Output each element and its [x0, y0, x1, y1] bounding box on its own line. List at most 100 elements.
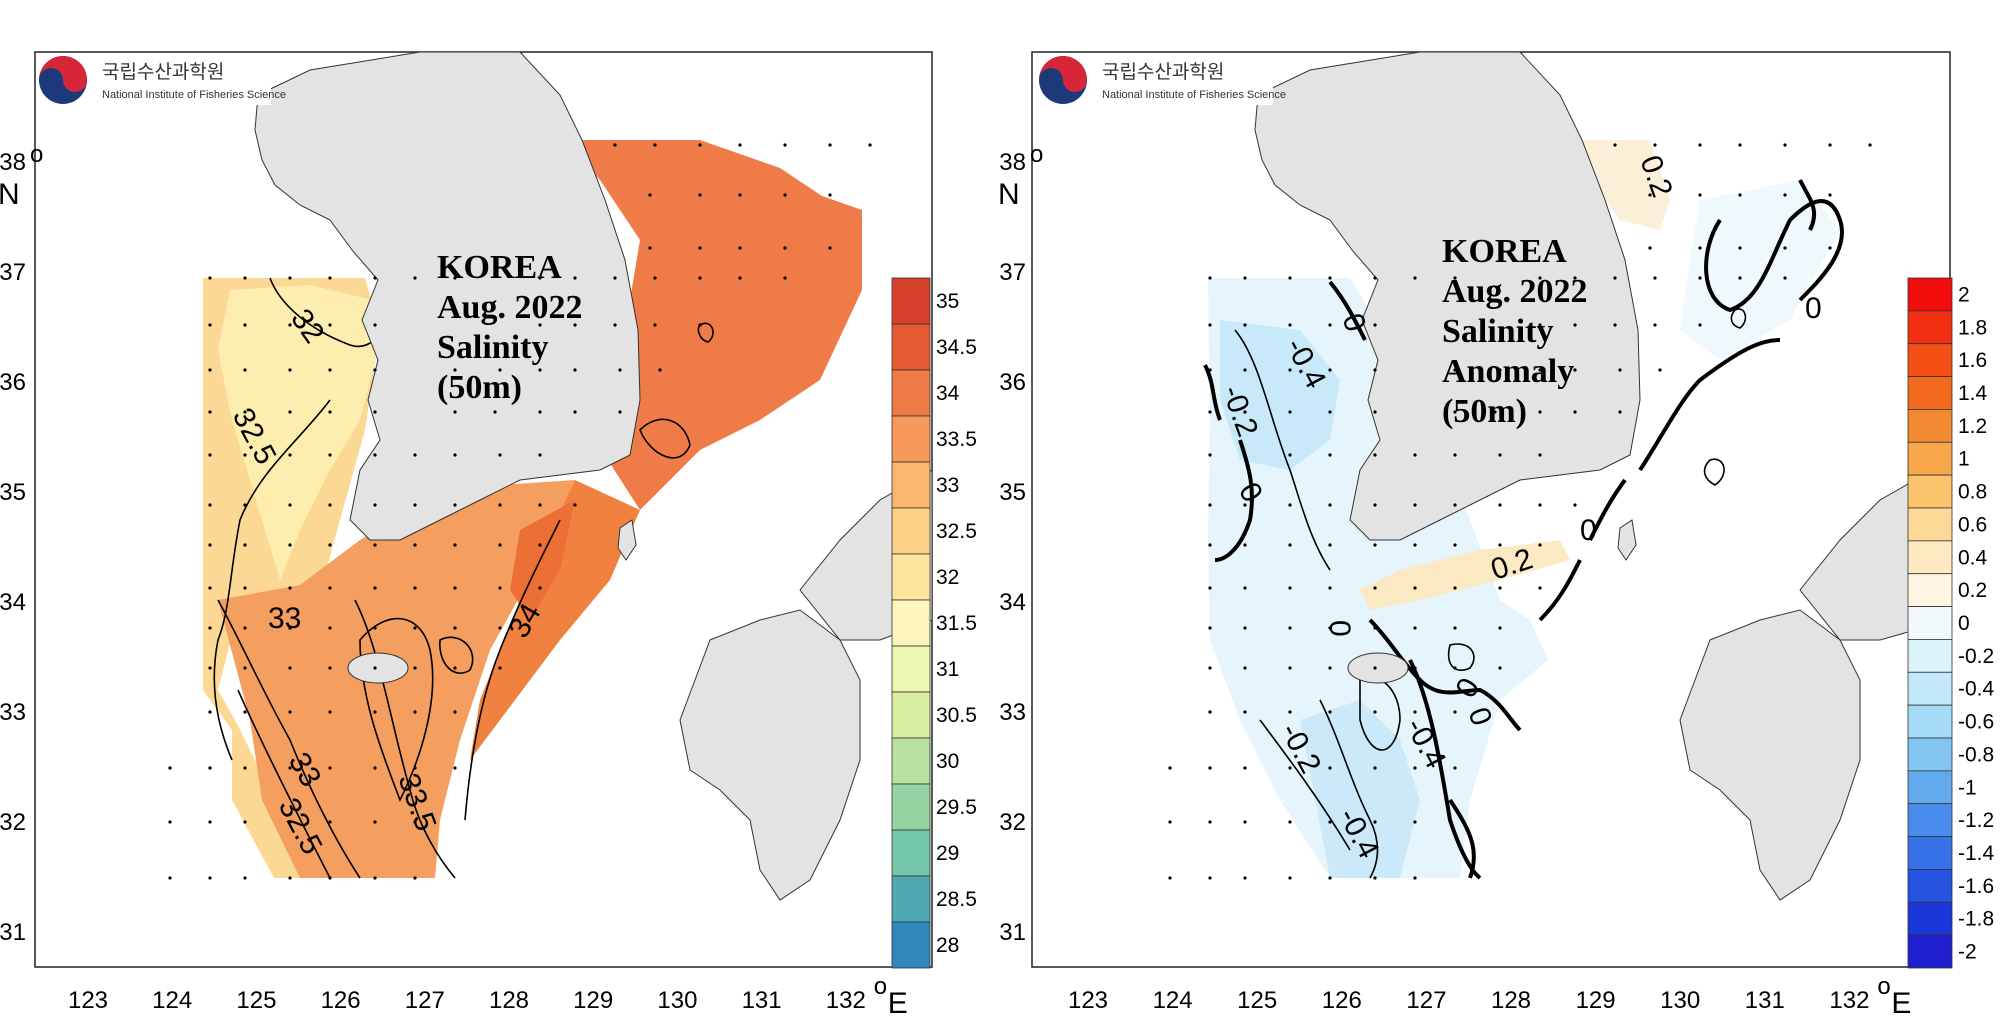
title-line: (50m) [1442, 393, 1527, 430]
station-dot [1243, 586, 1247, 590]
salinity-colorbar: 35 34.5 34 33.5 33 32.5 32 31.5 31 30.5 30 29.5 29 28… [891, 277, 977, 969]
station-dot [1208, 276, 1212, 280]
station-dot [1538, 323, 1542, 327]
salinity-contours [213, 277, 714, 879]
station-dot [1828, 193, 1832, 197]
station-dot [1573, 276, 1577, 280]
station-dot [698, 143, 702, 147]
station-dot [328, 276, 332, 280]
station-dot [453, 410, 457, 414]
station-dot [413, 820, 417, 824]
station-dots [1168, 143, 1872, 880]
title-line: Aug. 2022 [437, 289, 582, 326]
station-dot [288, 766, 292, 770]
contour-line-southwest-loop [439, 636, 474, 674]
title-line: Salinity [1442, 313, 1553, 350]
station-dot [1613, 276, 1617, 280]
station-dot [698, 246, 702, 250]
station-dot [208, 586, 212, 590]
station-dot [1328, 586, 1332, 590]
latitude-tick-label: 34 [0, 589, 26, 616]
colorbar-swatch [1907, 474, 1953, 509]
colorbar-swatch [1907, 836, 1953, 870]
station-dot [498, 586, 502, 590]
station-dot [1538, 368, 1542, 372]
station-dot [413, 766, 417, 770]
colorbar-label: 1.8 [1958, 316, 1987, 339]
longitude-tick-label: 125 [1237, 987, 1277, 1014]
station-dot [1783, 193, 1787, 197]
pale-core-region [218, 285, 378, 580]
station-dot [1453, 453, 1457, 457]
contour-line-east [639, 418, 691, 459]
longitude-tick-label: 128 [1491, 987, 1531, 1014]
station-dot [168, 766, 172, 770]
anomaly-field [1208, 140, 1840, 878]
contour-line-32-5 [213, 399, 331, 761]
station-dot [1328, 766, 1332, 770]
station-dot [1738, 193, 1742, 197]
longitude-tick-label: 130 [657, 987, 697, 1014]
station-dot [658, 368, 662, 372]
latitude-tick-label: 37 [999, 259, 1026, 286]
colorbar-label: 1.4 [1958, 382, 1988, 405]
contour-line-33-5 [354, 599, 456, 879]
latitude-unit: N [0, 178, 20, 211]
station-dot [1453, 710, 1457, 714]
station-dot [538, 368, 542, 372]
colorbar-swatch [1907, 310, 1953, 345]
station-dot [1538, 503, 1542, 507]
station-dot [288, 410, 292, 414]
contour-line-minus [1730, 308, 1747, 329]
station-dot [1208, 666, 1212, 670]
station-dot [243, 323, 247, 327]
colorbar-swatch [891, 553, 931, 601]
colorbar-swatch [891, 737, 931, 785]
station-dot [573, 410, 577, 414]
station-dot [1288, 586, 1292, 590]
colorbar-swatch [1907, 737, 1953, 772]
contour-line-zero [1408, 659, 1482, 880]
station-dot [328, 766, 332, 770]
station-dot [373, 626, 377, 630]
station-dot [698, 323, 702, 327]
station-dot [1328, 503, 1332, 507]
station-dot [1498, 666, 1502, 670]
longitude-axis: 123 124 125 126 127 128 129 130 131 132 oE [68, 973, 908, 1020]
longitude-unit: E [888, 987, 908, 1020]
station-dot [208, 820, 212, 824]
station-dot [1373, 766, 1377, 770]
station-dot [1373, 410, 1377, 414]
colorbar-label: -0.4 [1958, 678, 1995, 701]
colorbar-label: -0.2 [1958, 645, 1994, 668]
station-dot [1653, 276, 1657, 280]
station-dot [1208, 876, 1212, 880]
colorbar-swatch [1907, 770, 1953, 805]
station-dot [413, 876, 417, 880]
station-dot [1538, 543, 1542, 547]
colorbar-swatch [1907, 409, 1953, 443]
station-dot [1573, 368, 1577, 372]
station-dot [1453, 410, 1457, 414]
colorbar-label: 31 [936, 658, 959, 681]
colorbar-swatch [891, 691, 931, 739]
colorbar-swatch [1907, 507, 1953, 542]
station-dot [1868, 143, 1872, 147]
station-dot [373, 368, 377, 372]
station-dot [1413, 586, 1417, 590]
colorbar-label: 32 [936, 566, 959, 589]
latitude-tick-label: 36 [0, 369, 26, 396]
station-dot [1208, 710, 1212, 714]
anomaly-contours [1203, 179, 1844, 880]
colorbar-label: 0 [1958, 612, 1970, 635]
station-dot [243, 368, 247, 372]
station-dot [738, 143, 742, 147]
station-dot [1613, 143, 1617, 147]
nifs-logo: 국립수산과학원 National Institute of Fisheries … [36, 53, 286, 105]
colorbar-label: 0.8 [1958, 481, 1987, 504]
colorbar-swatch [891, 461, 931, 509]
station-dot [328, 410, 332, 414]
longitude-tick-label: 127 [1406, 987, 1446, 1014]
station-dot [653, 276, 657, 280]
